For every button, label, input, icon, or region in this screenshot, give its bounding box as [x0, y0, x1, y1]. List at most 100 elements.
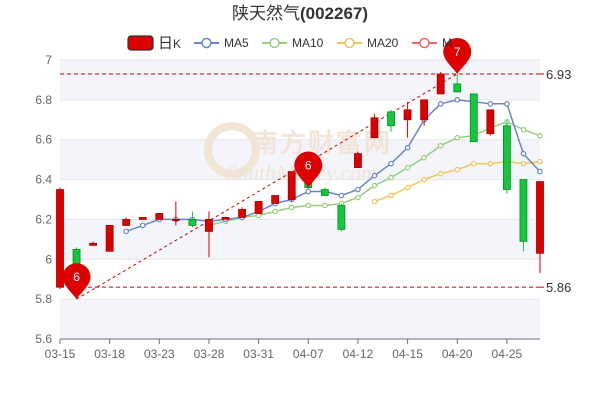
legend-label-k-suffix: K [173, 37, 181, 51]
ma5-point [338, 192, 345, 199]
x-tick-label: 04-25 [492, 347, 523, 361]
legend-dot-ma10 [269, 37, 280, 49]
marker-pin [443, 37, 472, 74]
candle-body [502, 125, 511, 190]
ma20-point [404, 184, 411, 191]
markers: 6 6 7 [62, 37, 472, 300]
ma5-point [404, 144, 411, 151]
candle-body [205, 219, 213, 232]
legend-label-k-prefix: 日 [158, 35, 173, 52]
candle-body [486, 109, 495, 135]
y-tick-label: 6.4 [35, 173, 52, 187]
ma20-point [454, 166, 461, 173]
y-tick-label: 6 [45, 252, 52, 266]
ma10-point [520, 126, 527, 133]
y-tick-label: 6.6 [35, 133, 52, 147]
ma5-point [487, 101, 494, 107]
background-band [60, 60, 540, 100]
candle-body [420, 99, 429, 121]
candle-body [155, 213, 164, 220]
legend-label-ma30: M [442, 36, 452, 50]
chart-title-name: 陕天然气 [232, 4, 300, 23]
ma5-point [371, 172, 378, 179]
candle-body [188, 219, 197, 226]
legend-dot-ma30 [419, 37, 430, 49]
x-tick-label: 03-15 [45, 347, 76, 361]
ma20-point [470, 160, 477, 167]
ma10-point [272, 208, 278, 215]
watermark-swirl [204, 122, 260, 178]
candle-body [453, 83, 462, 93]
candle-body [337, 205, 346, 230]
marker-pin [62, 263, 91, 300]
legend: 日K MA5 MA10 MA20 M [127, 35, 452, 52]
candle-body [254, 201, 263, 214]
ma10-point [288, 204, 295, 211]
candle-body [271, 195, 280, 204]
ma5-point [504, 101, 510, 107]
ma10-point [305, 202, 312, 209]
x-tick-label: 04-15 [392, 347, 423, 361]
reference-line-label: 5.86 [546, 280, 571, 295]
ma20-point [487, 160, 494, 167]
ma10-point [421, 154, 427, 161]
candle-body [320, 189, 329, 196]
trend-line-group [76, 73, 458, 300]
background-band [60, 299, 540, 339]
ma10-point [322, 202, 328, 209]
candle-body [238, 209, 246, 218]
ma10-point [388, 174, 394, 181]
candle-body [171, 219, 180, 221]
ma20-point [437, 170, 444, 177]
legend-label-k: 日K [158, 35, 181, 52]
ma20-point [537, 158, 543, 165]
marker-label: 6 [305, 159, 312, 173]
ma5-point [537, 168, 543, 175]
legend-dot-ma5 [201, 37, 212, 49]
trend-line [76, 73, 458, 300]
reference-lines: 6.93 5.86 [60, 67, 571, 295]
candle-body [105, 225, 114, 252]
legend-icon-k [127, 35, 154, 51]
x-tick-label: 04-12 [343, 347, 374, 361]
candle-body [56, 189, 64, 288]
legend-label-ma5: MA5 [224, 36, 249, 50]
candle-body [354, 153, 362, 169]
x-tick-label: 03-28 [194, 347, 225, 361]
ma20-point [520, 160, 527, 167]
candle-body [469, 93, 478, 143]
ma5-point [139, 222, 146, 229]
reference-line-label: 6.93 [546, 67, 571, 82]
ma10-point [437, 142, 444, 149]
ma20-point [371, 198, 378, 205]
ma5-point [388, 160, 394, 167]
candle-body [403, 109, 412, 121]
x-tick-label: 03-23 [144, 347, 175, 361]
candle-body [519, 179, 528, 242]
ma5-point [437, 101, 444, 107]
y-tick-label: 6.8 [35, 93, 52, 107]
ma5-point [123, 228, 130, 235]
marker-label: 7 [454, 45, 461, 59]
watermark-cn: 南方财富网 [252, 128, 392, 158]
ma10-point [537, 132, 543, 139]
ma5-point [305, 188, 312, 195]
candle-body [387, 111, 395, 127]
axes: 5.6 5.8 6 6.2 6.4 6.6 6.8 7 03-15 03-18 03-23 03-28… [35, 53, 540, 361]
candle-body [138, 217, 147, 220]
marker-label: 6 [73, 270, 80, 284]
candle-body [122, 219, 131, 226]
legend-dot-ma20 [344, 37, 355, 49]
y-tick-label: 5.6 [35, 332, 52, 346]
x-tick-label: 03-18 [94, 347, 125, 361]
y-tick-label: 6.2 [35, 212, 52, 226]
ma10-point [404, 164, 411, 171]
ma5-point [355, 186, 361, 193]
x-tick-label: 04-07 [293, 347, 324, 361]
candle-body [536, 181, 544, 254]
ma10-point [371, 182, 378, 189]
background-band [60, 219, 540, 260]
candle-body [89, 242, 98, 246]
chart-title-code: (002267) [300, 4, 368, 23]
x-tick-label: 03-31 [243, 347, 274, 361]
